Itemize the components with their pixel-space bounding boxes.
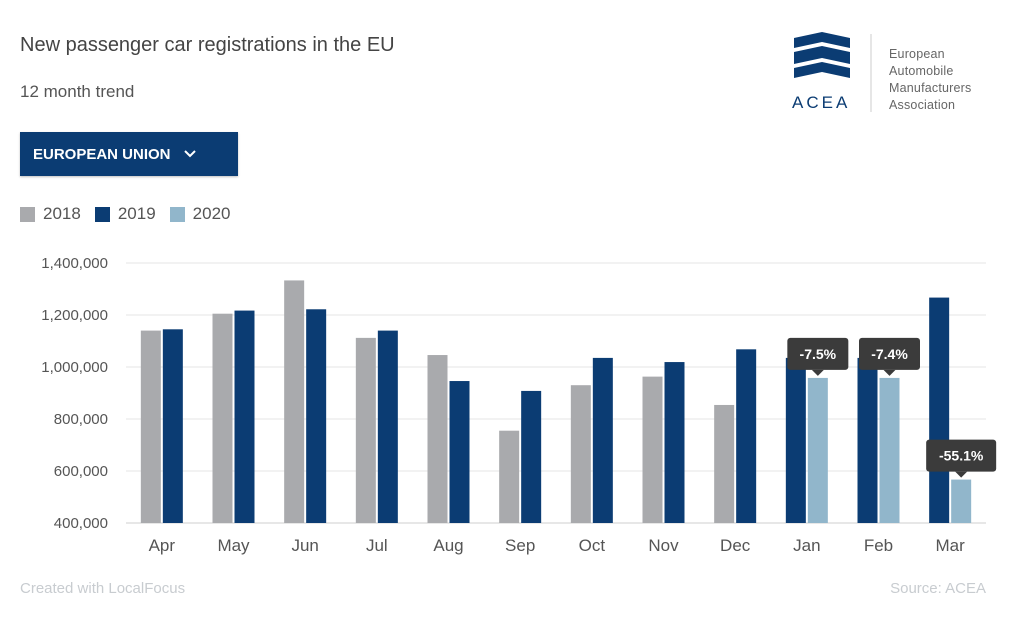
x-tick-label: Aug	[433, 536, 463, 555]
legend-swatch-2020	[169, 206, 185, 222]
x-tick-label: Jul	[366, 536, 388, 555]
bar-2020-mar[interactable]	[951, 479, 972, 523]
y-tick-label: 800,000	[54, 411, 108, 428]
bar-2019-aug[interactable]	[449, 381, 470, 523]
bar-2018-dec[interactable]	[714, 404, 735, 523]
annotation-pointer	[883, 369, 896, 376]
acea-name-line: Automobile	[889, 64, 954, 78]
legend-item-2019[interactable]: 2019	[94, 204, 156, 224]
acea-wordmark: ACEA	[792, 93, 851, 112]
bar-2018-aug[interactable]	[427, 355, 448, 523]
region-dropdown-label: EUROPEAN UNION	[33, 145, 171, 163]
annotation-feb: -7.4%	[859, 337, 920, 376]
acea-name-line: European	[889, 47, 945, 61]
region-dropdown[interactable]: EUROPEAN UNION	[20, 132, 238, 176]
legend-label-2020: 2020	[192, 204, 231, 223]
bar-2019-dec[interactable]	[736, 349, 757, 523]
bar-2020-feb[interactable]	[879, 377, 900, 523]
x-tick-label: Nov	[648, 536, 679, 555]
y-tick-label: 400,000	[54, 515, 108, 532]
bar-layer	[140, 280, 972, 523]
acea-name-line: Manufacturers	[889, 81, 972, 95]
bar-2018-may[interactable]	[212, 313, 233, 523]
legend-label-2018: 2018	[43, 204, 81, 223]
annotation-box	[859, 337, 920, 370]
acea-logo-icon	[794, 32, 872, 112]
x-tick-label: Oct	[579, 536, 606, 555]
legend-swatch-2019	[94, 206, 110, 222]
x-tick-label: Dec	[720, 536, 751, 555]
bar-2019-jan[interactable]	[785, 357, 806, 523]
annotation-pointer	[811, 369, 824, 376]
bar-2019-may[interactable]	[234, 310, 255, 523]
x-tick-label: Feb	[864, 536, 893, 555]
x-tick-label: Jun	[291, 536, 318, 555]
annotation-jan: -7.5%	[787, 337, 849, 376]
legend-swatch-2018	[20, 206, 35, 222]
acea-name-line: Association	[889, 98, 956, 112]
annotation-label: -55.1%	[939, 448, 984, 464]
bar-2018-apr[interactable]	[140, 330, 161, 523]
bar-2019-jul[interactable]	[377, 330, 398, 523]
grid-layer: 400,000 600,000 800,000 1,000,000 1,200,000 1…	[41, 255, 986, 532]
bar-2018-jun[interactable]	[284, 280, 305, 523]
legend-label-2019: 2019	[117, 204, 156, 223]
x-tick-label: May	[217, 536, 250, 555]
chart-subtitle: 12 month trend	[20, 82, 135, 101]
x-tick-label: Mar	[936, 536, 966, 555]
annotation-mar: -55.1%	[926, 439, 997, 478]
bar-2018-oct[interactable]	[570, 385, 591, 523]
bar-2019-mar[interactable]	[929, 297, 950, 523]
bar-2020-jan[interactable]	[807, 377, 828, 523]
legend-item-2020[interactable]: 2020	[169, 204, 231, 224]
bar-2018-sep[interactable]	[499, 430, 520, 523]
legend: 2018 2019 2020	[20, 204, 244, 224]
annotation-label: -7.4%	[871, 346, 908, 362]
y-tick-label: 600,000	[54, 463, 108, 480]
bar-2019-feb[interactable]	[857, 357, 878, 523]
y-tick-label: 1,000,000	[41, 359, 108, 376]
bar-2019-oct[interactable]	[592, 357, 613, 523]
x-axis: Apr May Jun Jul Aug Sep Oct Nov Dec Jan Feb Mar	[149, 536, 966, 555]
annotation-box	[926, 439, 997, 472]
bar-2019-apr[interactable]	[162, 329, 183, 523]
bar-2019-jun[interactable]	[306, 309, 327, 523]
annotation-layer: -7.5% -7.4% -55.1%	[787, 337, 997, 478]
annotation-label: -7.5%	[800, 346, 837, 362]
bar-2019-sep[interactable]	[521, 390, 542, 523]
y-tick-label: 1,400,000	[41, 255, 108, 272]
acea-full-name: European Automobile Manufacturers Associ…	[889, 46, 972, 114]
y-tick-label: 1,200,000	[41, 307, 108, 324]
x-tick-label: Apr	[149, 536, 176, 555]
legend-item-2018[interactable]: 2018	[20, 204, 81, 224]
bar-2018-nov[interactable]	[642, 376, 663, 523]
source-note: Source: ACEA	[890, 580, 986, 597]
bar-2019-nov[interactable]	[664, 362, 685, 523]
chart-title: New passenger car registrations in the E…	[20, 34, 395, 56]
annotation-box	[787, 337, 849, 370]
x-tick-label: Jan	[793, 536, 820, 555]
x-tick-label: Sep	[505, 536, 535, 555]
bar-2018-jul[interactable]	[355, 337, 376, 523]
chevron-down-icon	[183, 150, 196, 158]
credit-link[interactable]: Created with LocalFocus	[20, 580, 186, 597]
annotation-pointer	[955, 471, 968, 478]
